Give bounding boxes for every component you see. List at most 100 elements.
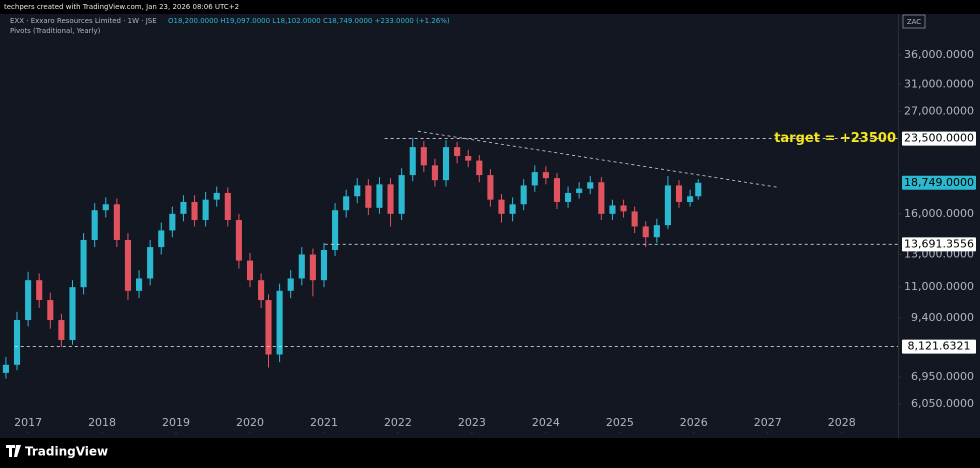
candle-body	[343, 196, 350, 211]
candle-body	[376, 184, 383, 208]
y-tick-label: 27,000.0000	[904, 104, 974, 117]
price-axis-border	[898, 14, 899, 438]
annotation: target = +23500	[774, 131, 896, 146]
candle-body	[91, 210, 98, 240]
candle-body	[309, 254, 316, 281]
candle-body	[287, 278, 294, 291]
y-tick-label: 6,050.0000	[911, 397, 974, 410]
candle-body	[531, 172, 538, 186]
level-label: 13,691.3556	[904, 237, 974, 250]
candle-body	[642, 226, 649, 238]
candle-body	[80, 239, 87, 288]
candle-body	[158, 230, 165, 248]
candle-body	[542, 172, 549, 179]
candle-body	[69, 287, 76, 340]
candle-body	[487, 175, 494, 200]
x-tick-label: 2024	[532, 416, 560, 429]
candle-body	[320, 250, 328, 281]
candle-body	[576, 188, 583, 193]
y-tick-label: 6,950.0000	[911, 370, 974, 383]
last-price-label: 18,749.0000	[904, 176, 974, 189]
candle-body	[565, 192, 572, 202]
level-label-box	[902, 131, 976, 146]
candle-body	[2, 364, 9, 373]
x-tick-label: 2026	[680, 416, 708, 429]
candle-body	[136, 278, 143, 291]
candle-body	[36, 280, 43, 301]
y-tick-label: 31,000.0000	[904, 77, 974, 90]
candle-body	[47, 300, 54, 321]
candle-body	[454, 147, 461, 156]
chart-background	[0, 14, 980, 438]
currency-box[interactable]	[902, 14, 926, 29]
header: techpers created with TradingView.com, J…	[4, 3, 239, 11]
x-tick-label: 2019	[162, 416, 190, 429]
candle-body	[213, 192, 220, 200]
x-tick-label: 2025	[606, 416, 634, 429]
y-tick-label: 9,400.0000	[911, 311, 974, 324]
candle-body	[653, 225, 660, 238]
candle-body	[224, 192, 231, 221]
candle-body	[442, 147, 450, 181]
legend-symbol: EXX · Exxaro Resources Limited · 1W · JS…	[10, 17, 157, 25]
candle-body	[276, 290, 283, 355]
candle-body	[587, 182, 594, 189]
last-price-box	[902, 175, 976, 190]
candle-body	[553, 178, 561, 202]
candle-body	[476, 160, 483, 176]
legend-indicator: Pivots (Traditional, Yearly)	[10, 27, 101, 35]
x-tick-label: 2027	[754, 416, 782, 429]
candle-body	[498, 199, 505, 214]
legend-ohlc: O18,200.0000 H19,097.0000 L18,102.0000 C…	[168, 17, 450, 25]
candle-body	[431, 165, 438, 181]
x-tick-label: 2022	[384, 416, 412, 429]
candle-body	[387, 184, 394, 214]
x-tick-label: 2023	[458, 416, 486, 429]
candle-body	[631, 211, 638, 227]
candle-body	[124, 239, 132, 291]
candle-body	[169, 213, 176, 231]
candle-body	[598, 182, 605, 214]
candle-body	[13, 320, 21, 365]
trendline	[417, 130, 778, 188]
candle-body	[465, 155, 472, 161]
candle-body	[202, 199, 209, 221]
candle-body	[365, 185, 372, 208]
candle-body	[265, 300, 272, 355]
candle-body	[246, 260, 254, 281]
candle-body	[687, 196, 694, 202]
candle-body	[620, 205, 627, 212]
level-label-box	[902, 339, 976, 354]
candle-body	[258, 280, 265, 301]
candle-body	[520, 185, 527, 205]
x-tick-label: 2021	[310, 416, 338, 429]
candle-body	[25, 280, 32, 321]
x-tick-label: 2017	[14, 416, 42, 429]
brand-logo	[6, 445, 21, 457]
candle-body	[354, 185, 361, 197]
candle-body	[509, 204, 516, 214]
x-tick-label: 2018	[88, 416, 116, 429]
candle-body	[664, 185, 671, 226]
candle-body	[409, 147, 416, 176]
candle-body	[191, 201, 198, 221]
currency: ZAC	[907, 18, 921, 26]
level-label: 23,500.0000	[904, 132, 974, 145]
x-tick-label: 2028	[828, 416, 856, 429]
candle-body	[332, 210, 339, 251]
brand: TradingView	[25, 445, 108, 459]
y-tick-label: 36,000.0000	[904, 48, 974, 61]
candle-body	[398, 175, 405, 214]
level-label-box	[902, 237, 976, 252]
candle-body	[675, 185, 683, 202]
candle-body	[180, 201, 187, 214]
candle-body	[298, 254, 305, 279]
candle-body	[609, 205, 616, 214]
candle-body	[113, 204, 120, 240]
candle-body	[102, 204, 109, 211]
level-label: 8,121.6321	[908, 340, 971, 353]
candle-body	[58, 320, 65, 340]
y-tick-label: 16,000.0000	[904, 207, 974, 220]
